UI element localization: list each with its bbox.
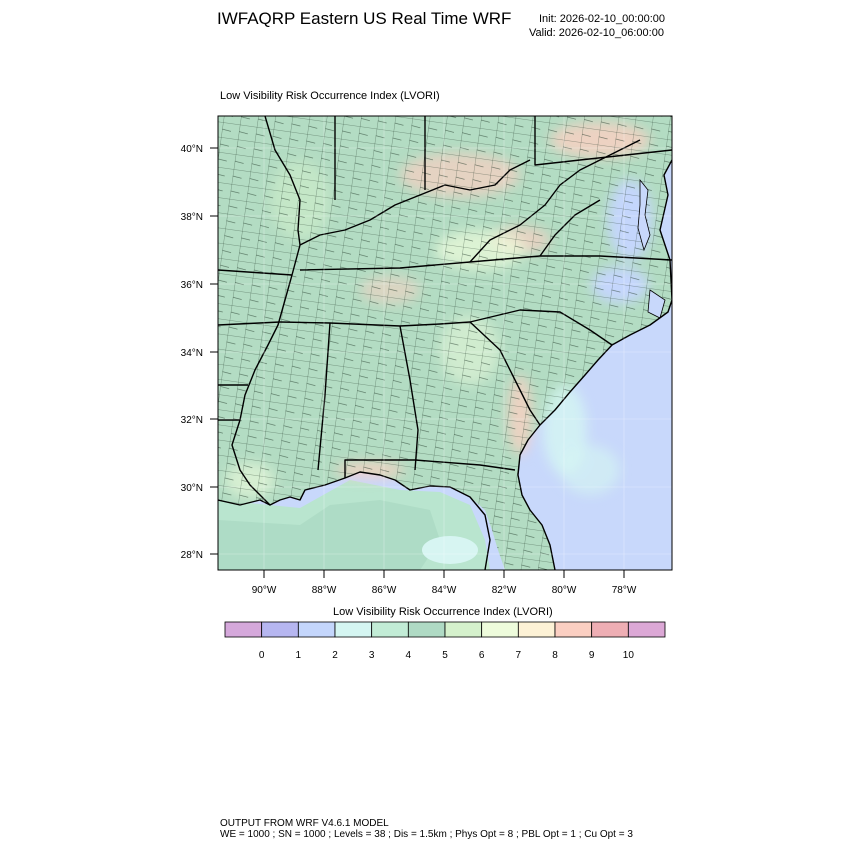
label-bar-box bbox=[261, 621, 299, 638]
state-boundaries bbox=[218, 116, 672, 570]
footer-config: WE = 1000 ; SN = 1000 ; Levels = 38 ; Di… bbox=[220, 829, 633, 840]
lon-label-90w: 90°W bbox=[252, 585, 277, 596]
label-bar-value: 10 bbox=[623, 650, 635, 661]
label-bar-box bbox=[554, 621, 593, 638]
label-bar-value: 1 bbox=[296, 650, 302, 661]
label-bar-value: 0 bbox=[259, 650, 265, 661]
label-bar-box bbox=[371, 621, 409, 638]
label-bar-value: 9 bbox=[589, 650, 595, 661]
label-bar-box bbox=[591, 621, 629, 638]
label-bar-box bbox=[627, 621, 666, 638]
label-bar-value: 7 bbox=[516, 650, 522, 661]
county-boundaries bbox=[218, 116, 672, 570]
lat-label-40n: 40°N bbox=[181, 144, 203, 155]
gulf-shelf-deep bbox=[218, 500, 440, 570]
chesapeake-bay bbox=[637, 178, 651, 252]
page-title: IWFAQRP Eastern US Real Time WRF bbox=[217, 9, 512, 28]
label-bar-box bbox=[517, 621, 556, 638]
init-time-label: Init: 2026-02-10_00:00:00 bbox=[539, 13, 665, 25]
label-bar: 0 1 2 3 4 5 6 7 8 9 10 bbox=[224, 621, 666, 661]
label-bar-box bbox=[297, 621, 336, 638]
label-bar-value: 2 bbox=[332, 650, 338, 661]
lat-label-38n: 38°N bbox=[181, 212, 203, 223]
label-bar-box bbox=[444, 621, 483, 638]
label-bar-value: 4 bbox=[406, 650, 412, 661]
lon-label-82w: 82°W bbox=[492, 585, 517, 596]
lat-label-32n: 32°N bbox=[181, 415, 203, 426]
lon-label-78w: 78°W bbox=[612, 585, 637, 596]
label-bar-box bbox=[334, 621, 373, 638]
lon-label-86w: 86°W bbox=[372, 585, 397, 596]
map-frame bbox=[217, 115, 673, 571]
label-bar-box bbox=[407, 621, 446, 638]
label-bar-box bbox=[481, 621, 519, 638]
lon-label-88w: 88°W bbox=[312, 585, 337, 596]
label-bar-value: 5 bbox=[442, 650, 448, 661]
lat-label-28n: 28°N bbox=[181, 550, 203, 561]
label-bar-value: 6 bbox=[479, 650, 485, 661]
lon-label-80w: 80°W bbox=[552, 585, 577, 596]
footer-model: OUTPUT FROM WRF V4.6.1 MODEL bbox=[220, 818, 389, 829]
lat-label-36n: 36°N bbox=[181, 280, 203, 291]
label-bar-box bbox=[224, 621, 263, 638]
graticule bbox=[218, 116, 672, 570]
label-bar-title: Low Visibility Risk Occurrence Index (LV… bbox=[333, 606, 553, 618]
map-panel bbox=[218, 116, 672, 570]
label-bar-value: 3 bbox=[369, 650, 375, 661]
lat-axis: 40°N 38°N 36°N 34°N 32°N 30°N 28°N bbox=[181, 144, 218, 561]
plot-title: Low Visibility Risk Occurrence Index (LV… bbox=[220, 90, 440, 102]
valid-time-label: Valid: 2026-02-10_06:00:00 bbox=[529, 27, 664, 39]
gulf-shelf-light bbox=[422, 536, 478, 564]
lon-label-84w: 84°W bbox=[432, 585, 457, 596]
lat-label-30n: 30°N bbox=[181, 483, 203, 494]
label-bar-value: 8 bbox=[552, 650, 558, 661]
lat-label-34n: 34°N bbox=[181, 348, 203, 359]
lon-axis: 90°W 88°W 86°W 84°W 82°W 80°W 78°W bbox=[252, 570, 637, 596]
